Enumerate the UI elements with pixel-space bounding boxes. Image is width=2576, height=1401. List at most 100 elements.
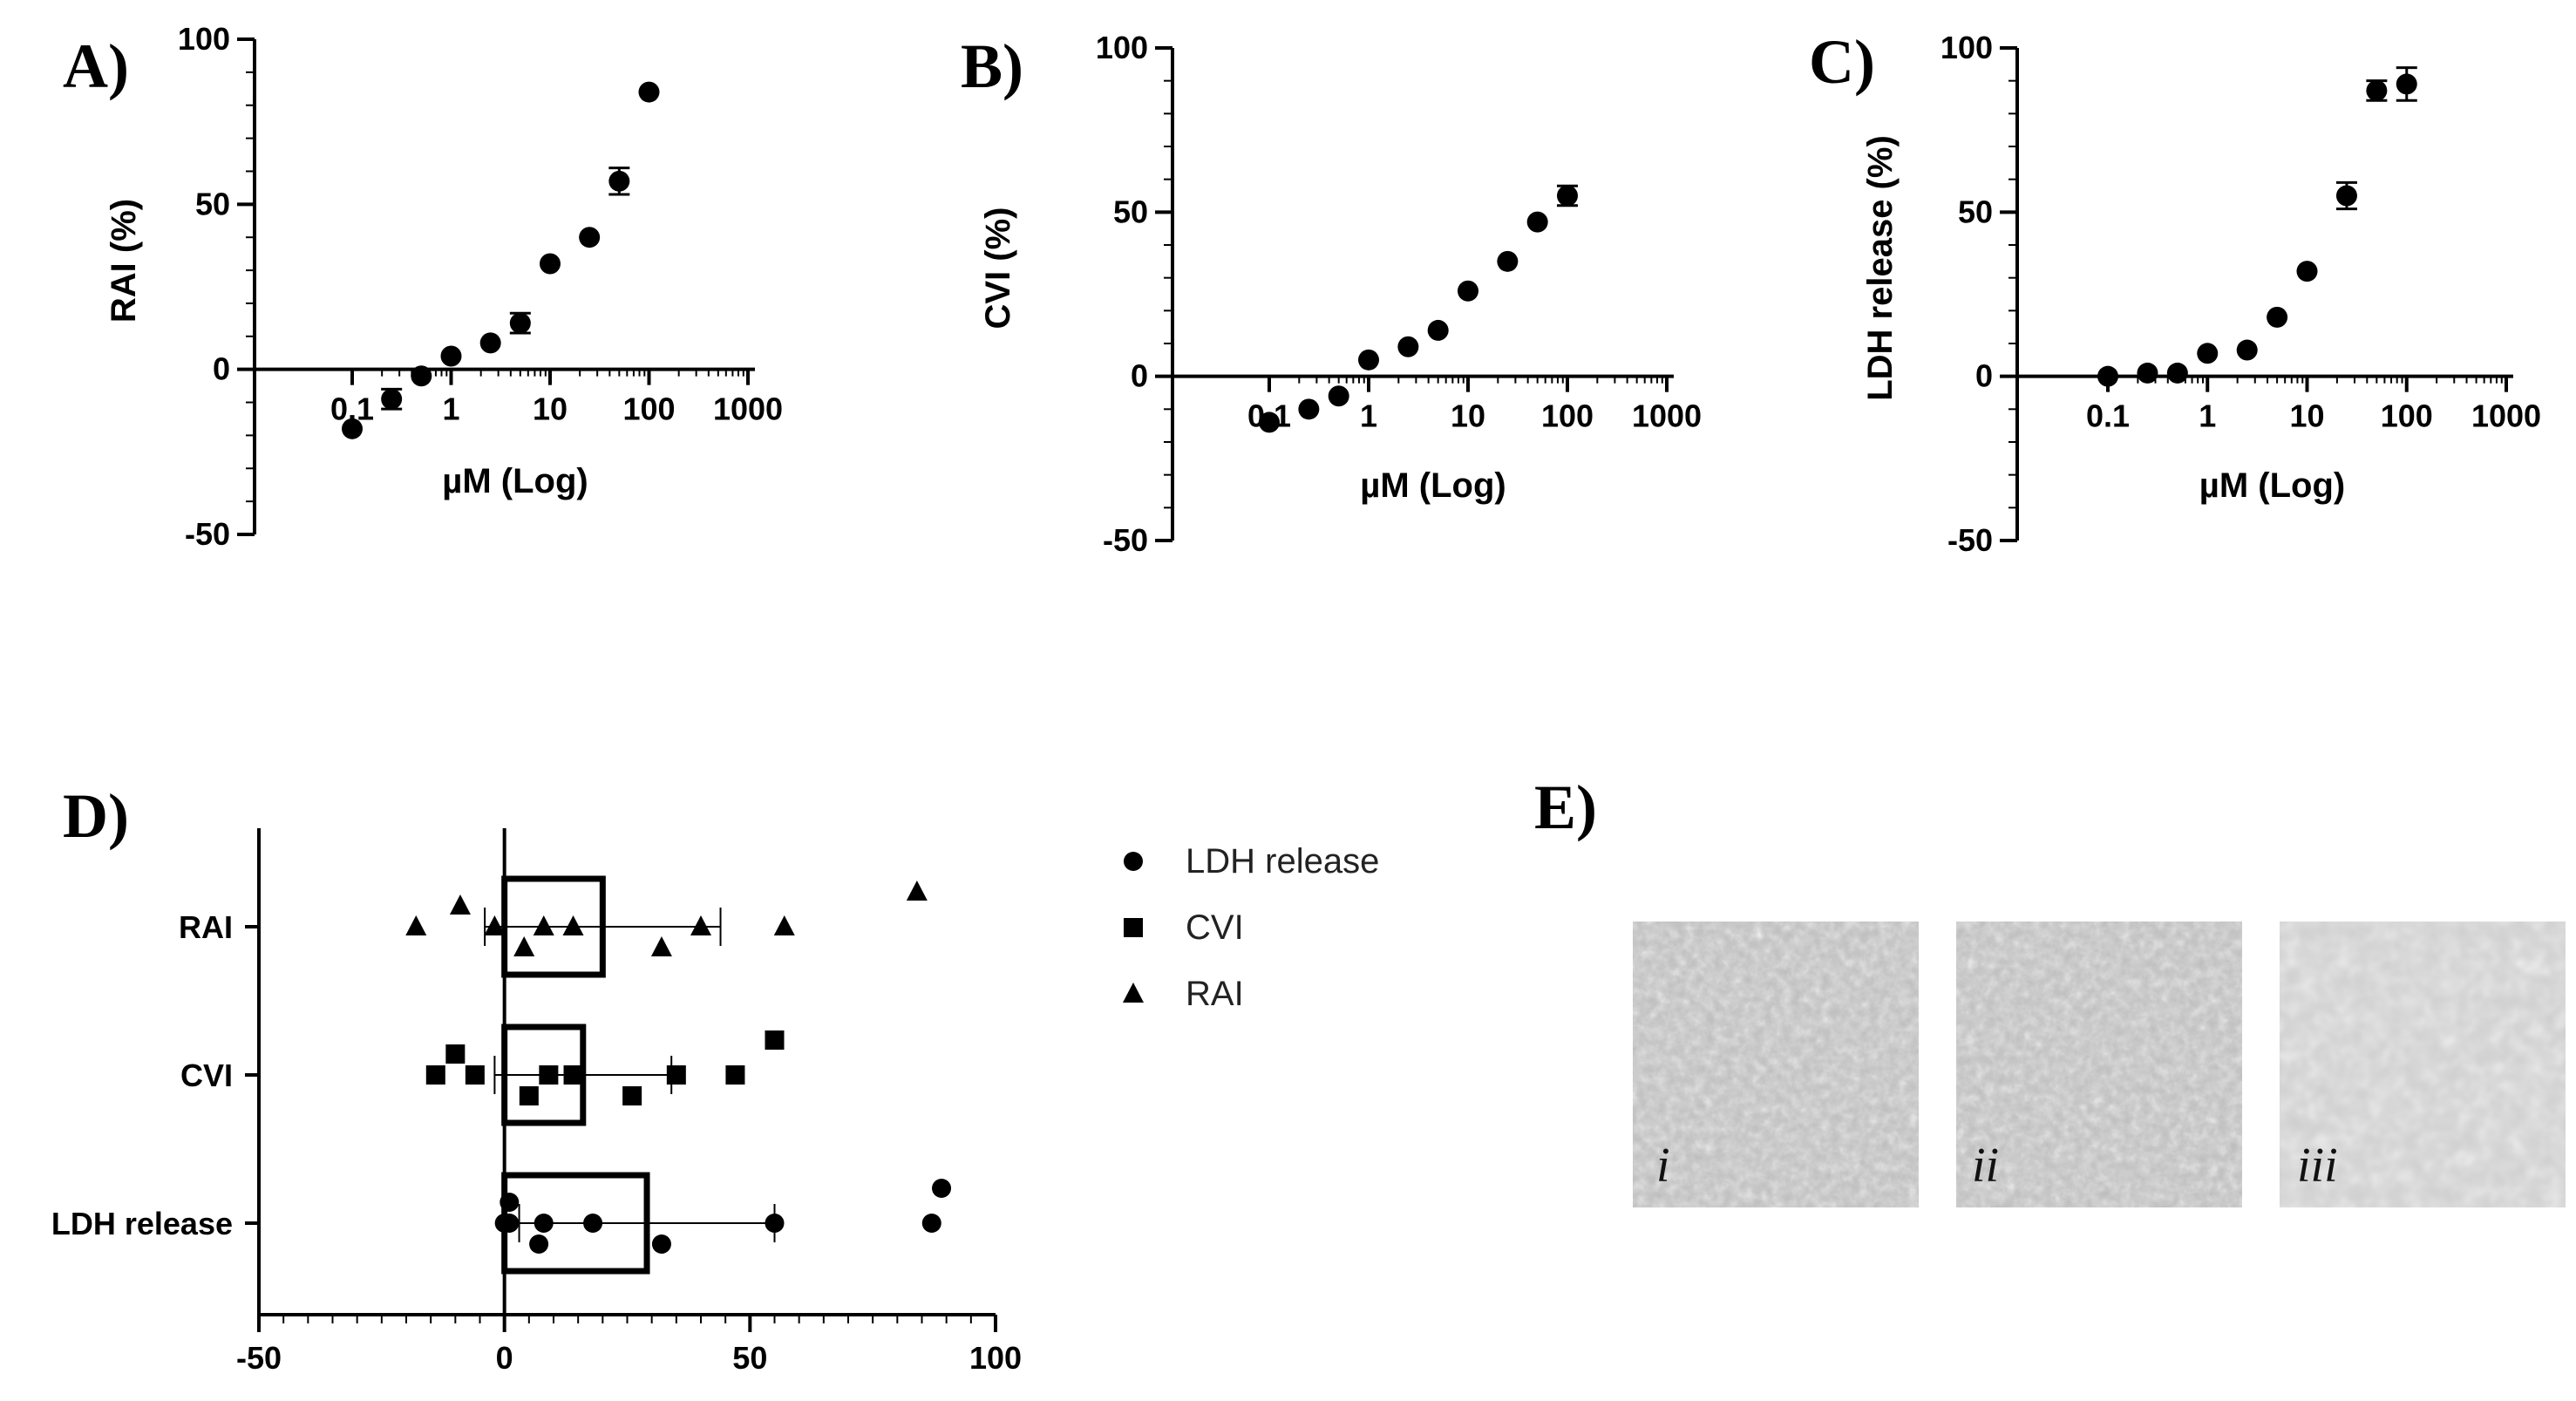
data-point [650,936,672,956]
legend-marker [1124,918,1143,937]
y-tick-label: 50 [1958,194,1993,229]
data-point [579,227,601,248]
data-point [638,81,660,103]
data-point [1458,280,1478,302]
data-point [465,1065,485,1085]
legend-label: CVI [1186,908,1244,947]
category-label: RAI [179,909,233,945]
x-tick-label: 50 [732,1340,767,1376]
x-tick-label: 10 [2289,398,2324,434]
x-tick-label: -50 [236,1340,282,1376]
data-point [1557,185,1578,207]
data-point [529,1234,549,1254]
y-tick-label: 100 [178,21,230,57]
x-tick-label: 100 [2381,398,2433,434]
data-point [563,1065,583,1085]
data-point [500,1193,520,1212]
y-tick-label: 100 [1096,30,1148,65]
data-point [381,388,403,410]
category-label: LDH release [51,1206,233,1241]
data-point [533,915,554,935]
x-tick-label: 1000 [713,391,783,427]
micrograph-label-ii: ii [1972,1139,1999,1193]
micrograph-iii: iii [2280,922,2566,1207]
legend-label: LDH release [1186,842,1379,881]
x-tick-label: 1 [2199,398,2216,434]
data-point [651,1234,671,1254]
data-point [583,1214,603,1233]
data-point [2197,343,2219,364]
data-point [484,915,506,935]
micrograph-label-iii: iii [2297,1139,2338,1193]
data-point [1497,250,1519,272]
x-tick-label: 100 [622,391,675,427]
x-tick-label: 10 [533,391,568,427]
panel-label-e: E) [1534,772,1597,842]
x-tick-label: 100 [1541,398,1594,434]
data-point [1259,411,1280,433]
data-point [1298,398,1320,420]
data-point [2335,185,2357,207]
data-point [2166,362,2188,384]
y-tick-label: 50 [195,186,230,221]
data-point [2296,261,2318,282]
panel-label-d: D) [63,781,129,851]
category-label: CVI [180,1058,233,1093]
y-tick-label: 50 [1113,194,1148,229]
data-point [342,418,363,439]
data-point [445,1044,466,1064]
data-point [534,1214,554,1233]
micrograph-label-i: i [1656,1139,1670,1193]
data-point [2097,365,2118,387]
data-point [479,332,501,354]
y-tick-label: -50 [1103,522,1148,558]
data-point [765,1030,785,1050]
data-point [2267,306,2288,328]
data-point [405,915,427,935]
legend-marker [1123,983,1144,1003]
data-point [2396,73,2417,95]
data-point [425,1065,445,1085]
x-axis-title: µM (Log) [1360,466,1505,505]
chart-d-summary: -50 0 50 100 RAI CVI LDH release LDH release CVI… [51,828,1379,1376]
data-point [500,1214,520,1233]
data-point [509,312,531,334]
y-axis-title: RAI (%) [105,199,143,323]
data-point [2137,362,2158,384]
y-tick-label: 0 [1975,358,1993,394]
data-point [921,1214,941,1233]
data-point [622,1086,642,1105]
y-axis-title: CVI (%) [979,207,1017,330]
panel-label-a: A) [63,31,129,101]
data-point [1358,349,1379,371]
micrograph-i: i [1633,922,1919,1207]
legend-label: RAI [1186,975,1244,1013]
data-point [2236,339,2258,361]
x-tick-label: 0.1 [2086,398,2130,434]
data-point [2366,79,2388,101]
panel-label-c: C) [1809,27,1875,97]
x-tick-label: 1000 [1632,398,1702,434]
data-point [539,1065,559,1085]
x-tick-label: 1 [1360,398,1377,434]
data-point [690,915,711,935]
data-point [666,1065,686,1085]
chart-c-ldh: -50 0 50 100 0.1 1 10 100 1000 µM (Log) LDH releas… [1861,30,2541,558]
data-point [1526,211,1548,233]
y-tick-label: 0 [1131,358,1148,394]
x-tick-label: 1000 [2471,398,2541,434]
data-point [411,365,432,387]
x-tick-label: 10 [1451,398,1485,434]
data-point [513,936,535,956]
y-tick-label: -50 [185,516,230,552]
data-point [906,881,928,901]
data-point [562,915,584,935]
data-point [773,915,795,935]
data-point [725,1065,745,1085]
y-tick-label: 0 [213,351,230,387]
x-tick-label: 0 [496,1340,513,1376]
panel-label-b: B) [961,31,1023,101]
